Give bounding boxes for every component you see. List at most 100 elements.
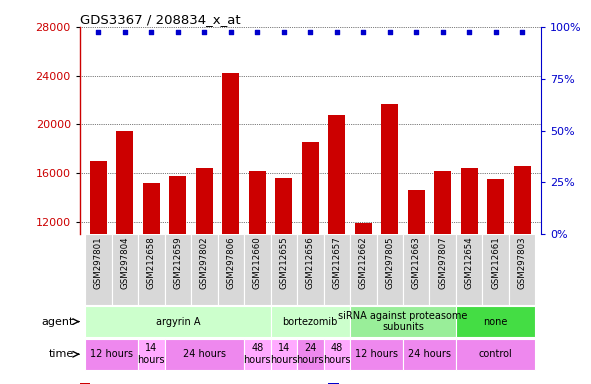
Text: 14
hours: 14 hours	[138, 343, 165, 365]
Bar	[85, 306, 271, 337]
Text: GSM297804: GSM297804	[121, 237, 129, 289]
Text: GSM212662: GSM212662	[359, 237, 368, 289]
Bar	[249, 171, 266, 368]
Text: 48
hours: 48 hours	[243, 343, 271, 365]
Text: 12 hours: 12 hours	[90, 349, 133, 359]
Text: time: time	[48, 349, 74, 359]
Bar	[350, 339, 403, 370]
Text: GSM212658: GSM212658	[147, 237, 156, 289]
Point	[279, 29, 288, 35]
Point	[518, 29, 527, 35]
Point	[332, 29, 342, 35]
Text: GSM212657: GSM212657	[332, 237, 341, 289]
Text: 24 hours: 24 hours	[183, 349, 226, 359]
Text: GSM297807: GSM297807	[439, 237, 447, 289]
Text: GSM212660: GSM212660	[253, 237, 262, 289]
Bar	[301, 142, 319, 368]
Bar	[222, 73, 239, 368]
Point	[411, 29, 421, 35]
Bar	[456, 234, 482, 305]
Text: control: control	[479, 349, 512, 359]
Text: GDS3367 / 208834_x_at: GDS3367 / 208834_x_at	[80, 13, 241, 26]
Bar	[430, 234, 456, 305]
Bar	[350, 234, 376, 305]
Text: agent: agent	[41, 316, 74, 327]
Bar	[456, 306, 535, 337]
Point	[359, 29, 368, 35]
Point	[491, 29, 501, 35]
Text: GSM212655: GSM212655	[280, 237, 288, 289]
Point	[93, 29, 103, 35]
Point	[120, 29, 129, 35]
Point	[252, 29, 262, 35]
Bar	[408, 190, 425, 368]
Bar	[487, 179, 504, 368]
Text: 24
hours: 24 hours	[297, 343, 324, 365]
Bar	[191, 234, 217, 305]
Bar	[112, 234, 138, 305]
Bar	[403, 339, 456, 370]
Point	[306, 29, 315, 35]
Bar	[350, 306, 456, 337]
Text: 12 hours: 12 hours	[355, 349, 398, 359]
Bar	[434, 171, 452, 368]
Bar	[217, 234, 244, 305]
Point	[200, 29, 209, 35]
Bar	[328, 383, 339, 384]
Text: GSM297806: GSM297806	[226, 237, 235, 289]
Bar	[116, 131, 134, 368]
Bar	[482, 234, 509, 305]
Point	[173, 29, 183, 35]
Text: GSM297802: GSM297802	[200, 237, 209, 289]
Text: 24 hours: 24 hours	[408, 349, 451, 359]
Bar	[355, 223, 372, 368]
Bar	[138, 234, 164, 305]
Bar	[80, 383, 90, 384]
Text: GSM212656: GSM212656	[306, 237, 315, 289]
Bar	[271, 234, 297, 305]
Bar	[456, 339, 535, 370]
Bar	[271, 339, 297, 370]
Text: GSM297801: GSM297801	[94, 237, 103, 289]
Bar	[244, 234, 271, 305]
Text: GSM212661: GSM212661	[491, 237, 500, 289]
Bar	[85, 234, 112, 305]
Bar	[509, 234, 535, 305]
Text: GSM297803: GSM297803	[518, 237, 527, 289]
Bar	[403, 234, 430, 305]
Bar	[376, 234, 403, 305]
Bar	[323, 234, 350, 305]
Text: bortezomib: bortezomib	[282, 316, 338, 327]
Bar	[244, 339, 271, 370]
Bar	[164, 234, 191, 305]
Bar	[271, 306, 350, 337]
Text: GSM212659: GSM212659	[173, 237, 182, 289]
Bar	[514, 166, 531, 368]
Bar	[85, 339, 138, 370]
Point	[385, 29, 394, 35]
Bar	[297, 234, 323, 305]
Bar	[323, 339, 350, 370]
Bar	[164, 339, 244, 370]
Text: GSM297805: GSM297805	[385, 237, 394, 289]
Bar	[142, 183, 160, 368]
Bar	[275, 178, 293, 368]
Text: none: none	[483, 316, 508, 327]
Bar	[460, 168, 478, 368]
Bar	[328, 115, 345, 368]
Point	[147, 29, 156, 35]
Bar	[381, 104, 398, 368]
Point	[226, 29, 236, 35]
Bar	[169, 176, 186, 368]
Point	[465, 29, 474, 35]
Text: 48
hours: 48 hours	[323, 343, 350, 365]
Point	[438, 29, 447, 35]
Text: GSM212654: GSM212654	[465, 237, 474, 289]
Bar	[297, 339, 323, 370]
Text: GSM212663: GSM212663	[412, 237, 421, 289]
Text: argyrin A: argyrin A	[155, 316, 200, 327]
Text: 14
hours: 14 hours	[270, 343, 297, 365]
Bar	[196, 168, 213, 368]
Bar	[138, 339, 164, 370]
Text: siRNA against proteasome
subunits: siRNA against proteasome subunits	[338, 311, 467, 333]
